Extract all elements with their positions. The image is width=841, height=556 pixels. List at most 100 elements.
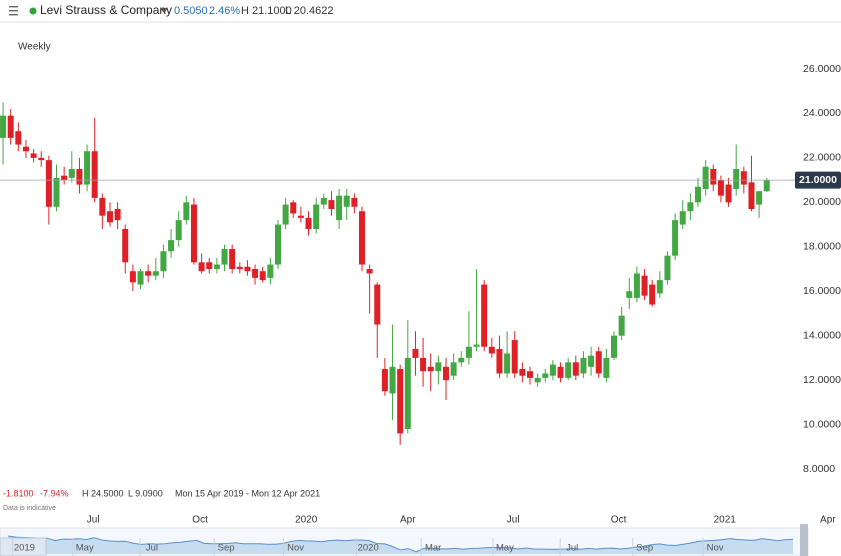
candle-body (519, 369, 526, 376)
candle-body (236, 266, 243, 269)
candle-body (404, 357, 411, 429)
y-tick-label: 20.0000 (803, 196, 841, 208)
candle-body (198, 262, 205, 272)
y-tick-label: 26.0000 (803, 63, 841, 75)
menu-icon[interactable] (9, 6, 18, 16)
footer-change-pct: -7.94% (40, 488, 69, 498)
x-tick-label: 2021 (714, 515, 737, 526)
candle-body (99, 197, 106, 216)
navigator-label: Jul (566, 543, 578, 554)
x-tick-label: Oct (611, 515, 627, 526)
header-change: 0.5050 (174, 5, 208, 17)
candle-body (152, 271, 159, 276)
navigator-label: Nov (707, 543, 724, 554)
candle-body (442, 366, 449, 381)
x-tick-label: Oct (192, 515, 208, 526)
candle-body (458, 357, 465, 363)
navigator-label: Nov (287, 543, 304, 554)
candle-body (710, 169, 717, 185)
candle-body (664, 255, 671, 281)
candle-body (91, 151, 98, 198)
candle-body (656, 280, 663, 294)
x-tick-label: 2020 (295, 515, 318, 526)
candle-body (343, 195, 350, 207)
candle-body (114, 209, 121, 221)
y-tick-label: 18.0000 (803, 241, 841, 253)
candle-body (389, 366, 396, 394)
y-tick-label: 10.0000 (803, 418, 841, 430)
candle-body (580, 357, 587, 374)
header-change-pct: 2.46% (209, 5, 240, 17)
candle-body (511, 340, 518, 374)
dropdown-arrow[interactable] (160, 8, 168, 13)
candle-body (358, 211, 365, 265)
candle-body (366, 269, 373, 274)
candle-body (282, 204, 289, 225)
candle-body (717, 180, 724, 196)
candle-body (733, 169, 740, 189)
navigator-label: Jul (146, 543, 158, 554)
candle-body (534, 377, 541, 383)
candle-body (412, 349, 419, 358)
interval-label: Weekly (18, 42, 51, 53)
candle-body (7, 115, 14, 138)
candle-body (297, 215, 304, 218)
footer-low: L 9.0900 (128, 488, 163, 498)
candle-body (160, 251, 167, 272)
y-tick-label: 14.0000 (803, 329, 841, 341)
candle-body (229, 249, 236, 269)
candle-body (168, 240, 175, 252)
candle-body (588, 355, 595, 367)
navigator-label: 2020 (358, 543, 379, 554)
candle-body (481, 284, 488, 347)
candle-body (641, 275, 648, 296)
x-tick-label: Apr (820, 515, 836, 526)
navigator-label: 2019 (14, 543, 35, 554)
candle-body (15, 131, 22, 145)
candle-body (206, 262, 213, 269)
header-high: H 21.1000 (241, 5, 292, 17)
candle-body (488, 346, 495, 354)
navigator-label: Sep (636, 543, 653, 554)
candle-body (381, 369, 388, 392)
candle-body (374, 284, 381, 325)
candle-body (740, 171, 747, 185)
candle-body (252, 269, 259, 278)
candle-body (748, 182, 755, 209)
instrument-title[interactable]: Levi Strauss & Company (40, 3, 172, 17)
footer-high: H 24.5000 (82, 488, 124, 498)
candle-body (84, 151, 91, 185)
candle-body (465, 346, 472, 358)
candle-body (221, 249, 228, 265)
candle-body (53, 177, 60, 207)
navigator-handle[interactable] (800, 524, 808, 556)
navigator-year-box (0, 537, 47, 556)
candle-body (504, 353, 511, 374)
candle-body (557, 366, 564, 378)
candle-body (542, 373, 549, 378)
candle-body (351, 197, 358, 207)
candle-body (427, 366, 434, 372)
candle-body (595, 351, 602, 374)
candle-body (572, 362, 579, 376)
candle-body (527, 371, 533, 378)
candle-body (725, 184, 732, 203)
candle-body (618, 315, 625, 336)
candle-body (611, 335, 618, 358)
candle-body (496, 349, 503, 374)
candle-body (38, 157, 45, 161)
candle-body (106, 211, 113, 223)
candle-body (313, 204, 320, 229)
y-tick-label: 16.0000 (803, 285, 841, 297)
navigator-label: Sep (218, 543, 235, 554)
candle-body (68, 169, 75, 178)
footer-note: Data is indicative (3, 505, 56, 512)
y-tick-label: 22.0000 (803, 152, 841, 164)
candle-body (649, 284, 656, 305)
candle-body (213, 264, 220, 269)
candle-body (305, 217, 312, 229)
footer-change: -1.8100 (3, 488, 34, 498)
candle-body (473, 344, 480, 347)
candle-body (145, 271, 152, 276)
